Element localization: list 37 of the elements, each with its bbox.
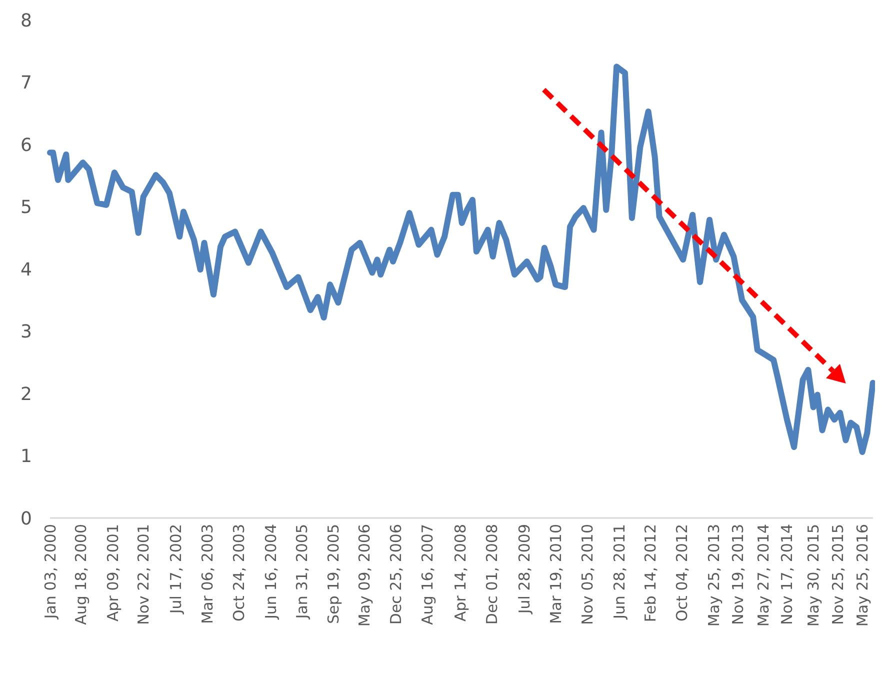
x-tick-label: Dec 01, 2008 xyxy=(482,524,501,625)
x-tick-label: Apr 09, 2001 xyxy=(104,524,122,622)
x-tick-label: Oct 24, 2003 xyxy=(230,524,248,622)
x-tick-label: Jul 28, 2009 xyxy=(515,524,534,615)
x-tick-label: May 25, 2016 xyxy=(854,524,872,627)
x-tick-label: Sep 19, 2005 xyxy=(324,524,342,624)
x-tick-label: Apr 14, 2008 xyxy=(452,524,470,622)
x-tick-label: Aug 16, 2007 xyxy=(418,524,437,625)
x-tick-label: Jan 03, 2000 xyxy=(41,524,60,620)
y-tick-label: 3 xyxy=(20,322,32,343)
x-tick-label: May 27, 2014 xyxy=(754,524,773,627)
x-tick-label: Oct 04, 2012 xyxy=(673,524,692,622)
x-tick-label: May 09, 2006 xyxy=(356,524,374,627)
x-tick-label: Dec 25, 2006 xyxy=(386,524,405,625)
y-tick-label: 1 xyxy=(20,446,32,468)
y-tick-label: 8 xyxy=(20,10,32,32)
y-tick-label: 4 xyxy=(20,259,32,280)
x-tick-label: May 25, 2013 xyxy=(704,524,723,627)
x-tick-label: Nov 05, 2010 xyxy=(578,524,596,625)
x-tick-label: Jun 28, 2011 xyxy=(610,524,628,620)
y-tick-label: 5 xyxy=(20,197,32,218)
x-tick-label: Feb 14, 2012 xyxy=(642,524,660,622)
x-tick-label: Nov 17, 2014 xyxy=(778,524,796,625)
x-tick-label: Nov 22, 2001 xyxy=(134,524,153,625)
x-tick-label: Jan 31, 2005 xyxy=(292,524,311,620)
x-tick-label: Mar 19, 2010 xyxy=(547,524,566,624)
x-tick-label: Nov 19, 2013 xyxy=(728,524,747,625)
x-tick-label: Jun 16, 2004 xyxy=(262,524,280,620)
x-tick-label: Mar 06, 2003 xyxy=(198,524,216,624)
y-tick-label: 2 xyxy=(20,384,32,405)
x-tick-label: Jul 17, 2002 xyxy=(166,524,185,615)
x-tick-label: May 30, 2015 xyxy=(804,524,823,627)
y-tick-label: 6 xyxy=(20,134,32,156)
x-tick-label: Aug 18, 2000 xyxy=(72,524,90,625)
y-tick-label: 0 xyxy=(20,508,32,530)
x-tick-label: Nov 25, 2015 xyxy=(828,524,847,625)
y-tick-label: 7 xyxy=(20,72,32,94)
